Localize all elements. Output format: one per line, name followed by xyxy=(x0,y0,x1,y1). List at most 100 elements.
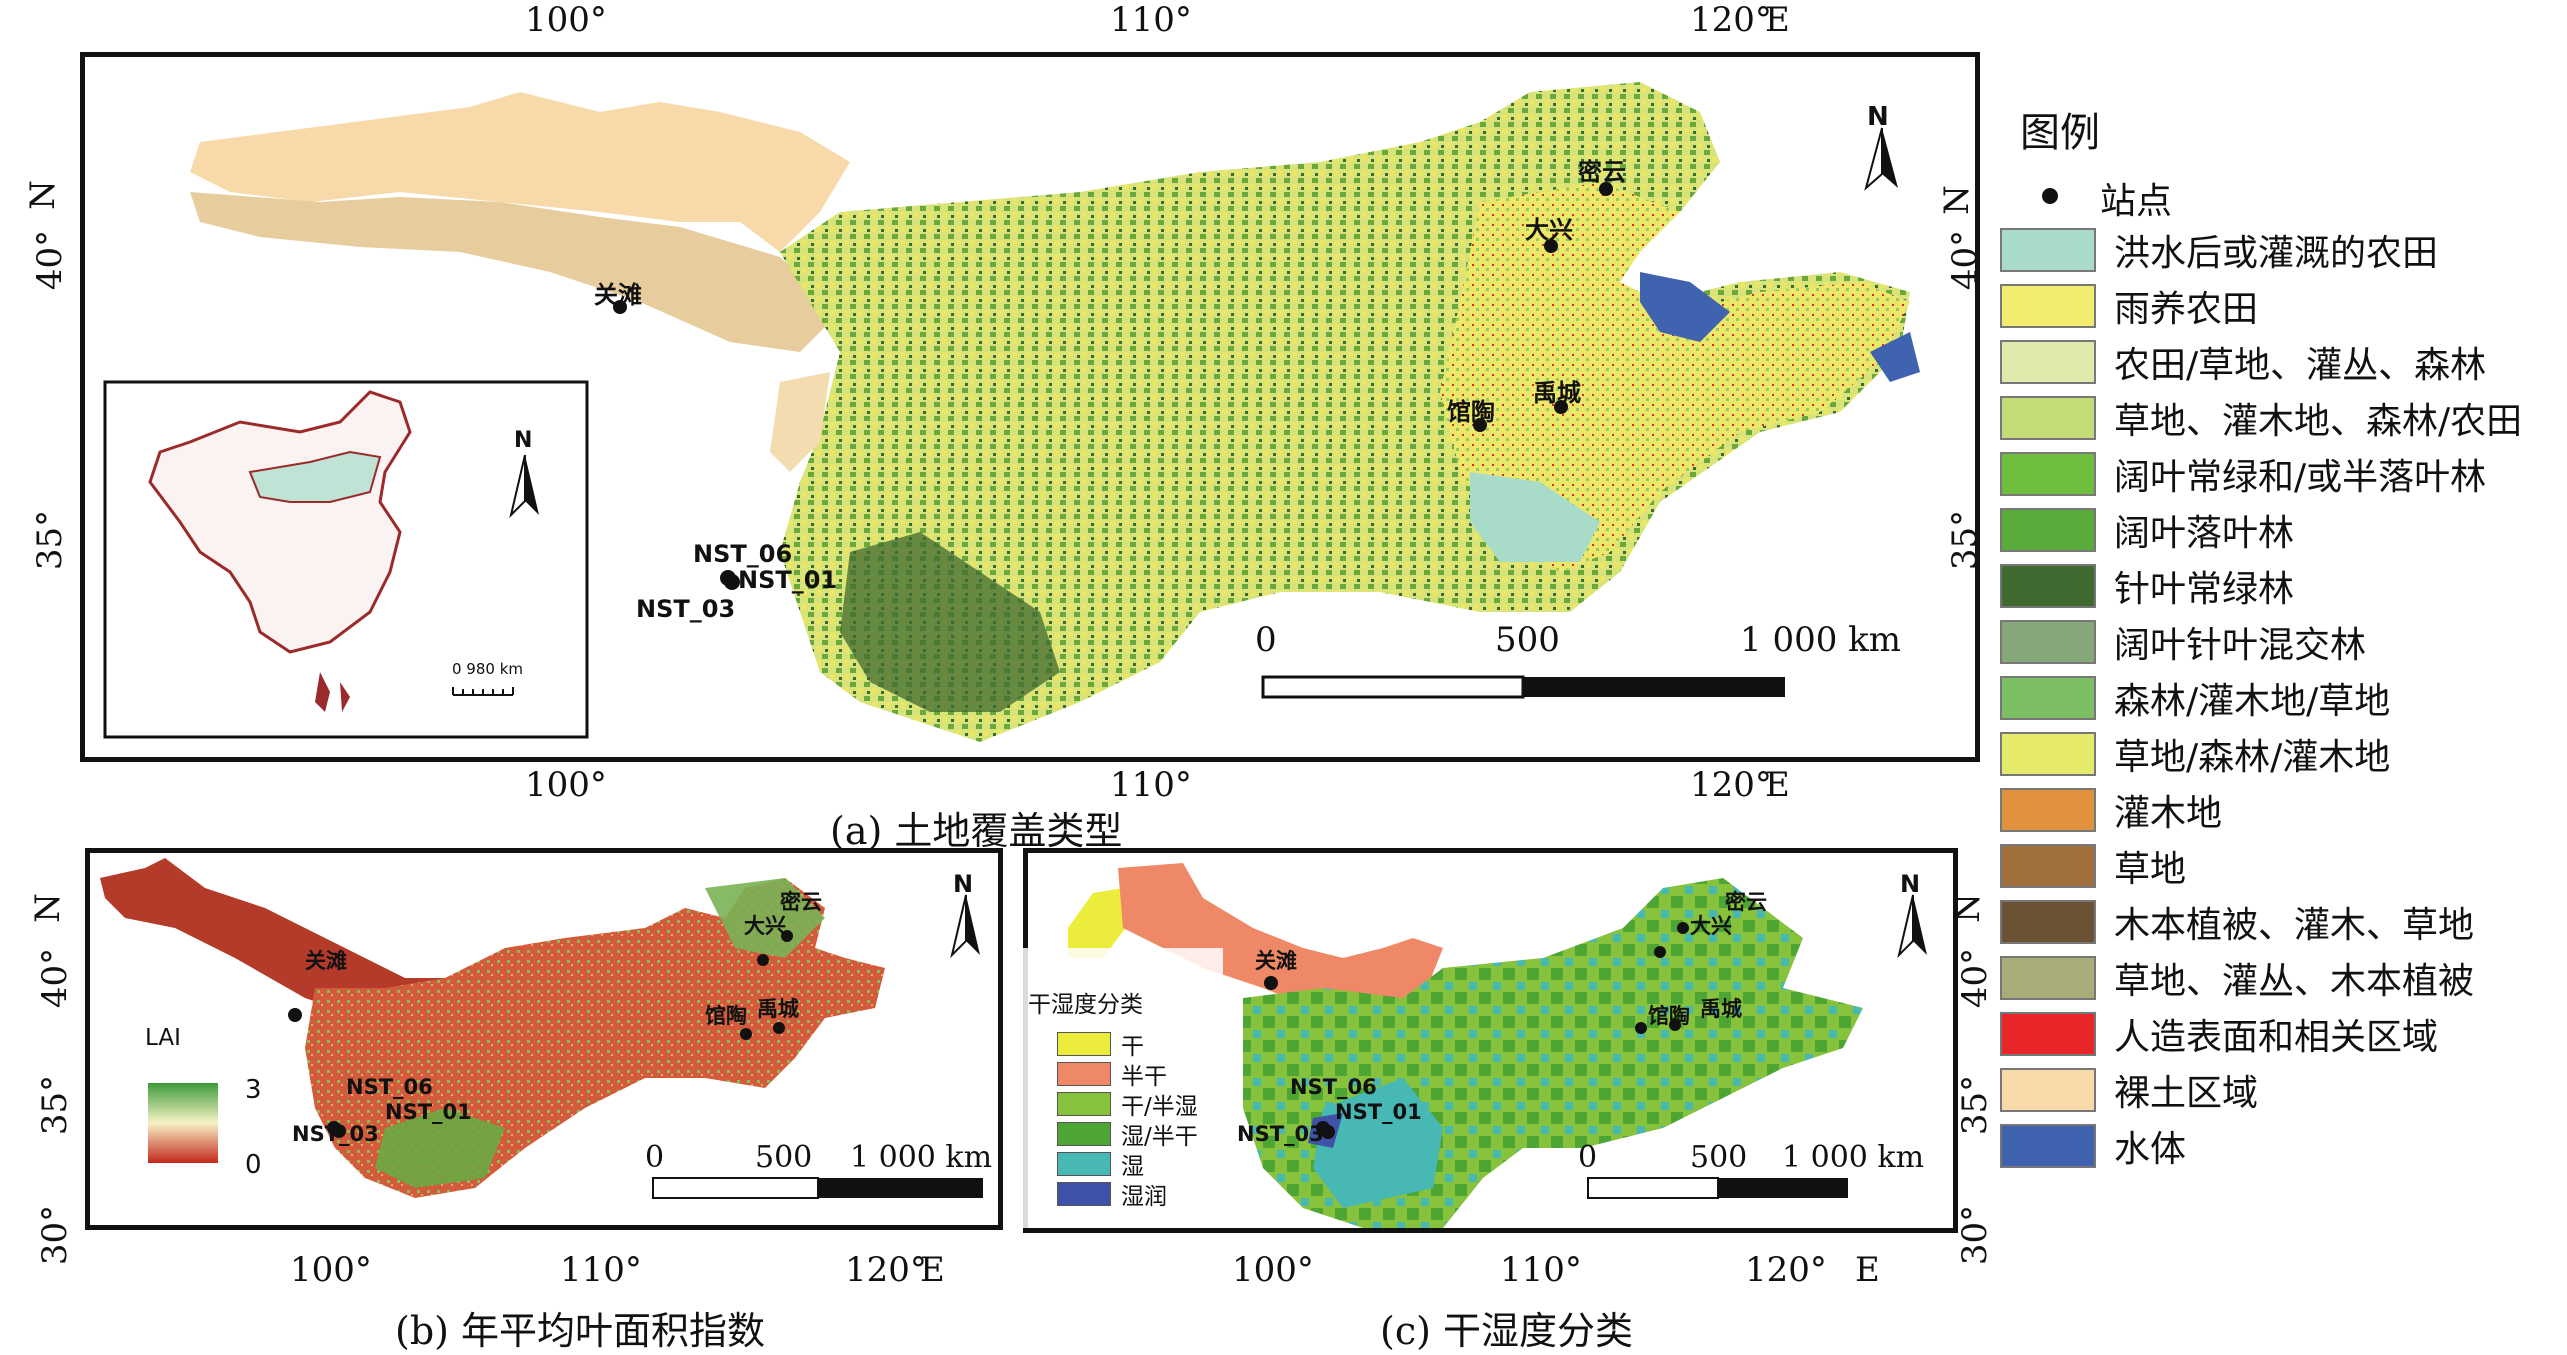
panel-b-caption: (b) 年平均叶面积指数 xyxy=(395,1309,766,1353)
legend-swatch xyxy=(2000,396,2096,440)
panel-c-scale-1000: 1 000 km xyxy=(1782,1140,1925,1175)
small-nw-bare xyxy=(770,372,830,472)
site-label-guantan: 关滩 xyxy=(1255,949,1297,973)
panel-c-caption: (c) 干湿度分类 xyxy=(1380,1309,1634,1353)
main-legend-site-label: 站点 xyxy=(2100,181,2173,222)
panel-c-bottom-tick: 120° xyxy=(1745,1250,1827,1290)
legend-label: 针叶常绿林 xyxy=(2114,569,2295,610)
legend-swatch xyxy=(2000,340,2096,384)
panel-c-scale-0: 0 xyxy=(1578,1140,1598,1175)
panel-b-north-label: N xyxy=(953,870,974,898)
site-label-guantao: 馆陶 xyxy=(1447,398,1495,426)
grassland-band xyxy=(190,192,840,352)
legend-swatch xyxy=(2000,284,2096,328)
legend-swatch xyxy=(2000,956,2096,1000)
panel-c-legend-item: 干 xyxy=(1057,1027,1144,1061)
legend-swatch xyxy=(1057,1092,1111,1116)
site-label-guantao: 馆陶 xyxy=(705,1004,747,1028)
main-legend-item: 灌木地 xyxy=(2000,788,2222,834)
legend-label: 半干 xyxy=(1121,1064,1167,1090)
legend-swatch xyxy=(2000,1124,2096,1168)
panel-a-north-label: N xyxy=(1867,102,1889,132)
site-label-nst01: NST_01 xyxy=(385,1100,472,1124)
legend-swatch xyxy=(1057,1062,1111,1086)
panel-c-legend-box xyxy=(1023,948,1223,1228)
panel-c-map xyxy=(1023,863,1863,1228)
legend-label: 干 xyxy=(1121,1034,1144,1060)
main-legend-item: 阔叶常绿和/或半落叶林 xyxy=(2000,452,2486,498)
panel-c-right-tick: 30° xyxy=(1955,1204,1996,1266)
legend-swatch xyxy=(2000,788,2096,832)
site-label-nst03: NST_03 xyxy=(292,1122,379,1146)
panel-c-right-tick: 40° xyxy=(1955,947,1996,1009)
panel-b-left-tick: 35° xyxy=(35,1074,76,1136)
legend-swatch xyxy=(2000,732,2096,776)
north-arrow-icon xyxy=(950,894,980,959)
legend-swatch xyxy=(2000,676,2096,720)
legend-label: 草地/森林/灌木地 xyxy=(2114,737,2391,778)
legend-swatch xyxy=(2000,620,2096,664)
site-label-daxing: 大兴 xyxy=(744,914,786,938)
legend-swatch xyxy=(2000,228,2096,272)
legend-swatch xyxy=(1057,1182,1111,1206)
panel-a-site-markers xyxy=(613,182,1613,590)
bare-soil-region xyxy=(190,92,850,252)
inset-north-label: N xyxy=(514,428,533,453)
legend-swatch xyxy=(2000,900,2096,944)
main-legend-item: 阔叶落叶林 xyxy=(2000,508,2294,554)
panel-b-legend-title: LAI xyxy=(145,1025,181,1051)
site-label-nst03: NST_03 xyxy=(636,595,736,623)
site-label-yucheng: 禹城 xyxy=(1700,997,1742,1021)
panel-c-bottom-tick: 110° xyxy=(1500,1250,1582,1290)
main-legend-item: 雨养农田 xyxy=(2000,284,2258,330)
legend-label: 草地、灌丛、木本植被 xyxy=(2114,961,2475,1002)
panel-c-legend-item: 半干 xyxy=(1057,1057,1167,1091)
panel-a-bottom-tick: E xyxy=(1765,765,1790,805)
panel-b-left-tick: 40° xyxy=(35,947,76,1009)
main-legend-item: 木本植被、灌木、草地 xyxy=(2000,900,2474,946)
north-china-plain xyxy=(1440,182,1910,572)
legend-swatch xyxy=(2000,564,2096,608)
legend-swatch xyxy=(1057,1122,1111,1146)
site-label-miyun: 密云 xyxy=(780,890,822,914)
legend-swatch xyxy=(2000,844,2096,888)
coast-water xyxy=(1870,332,1920,382)
panel-c-right-tick: 35° xyxy=(1955,1074,1996,1136)
panel-a-bottom-tick: 120° xyxy=(1690,765,1772,805)
legend-swatch xyxy=(2000,452,2096,496)
site-label-daxing: 大兴 xyxy=(1525,216,1573,244)
legend-swatch xyxy=(2000,1068,2096,1112)
legend-label: 水体 xyxy=(2114,1129,2187,1170)
main-legend-item: 洪水后或灌溉的农田 xyxy=(2000,228,2438,274)
panel-a-map xyxy=(103,82,1920,742)
site-marker-icon xyxy=(2042,188,2058,204)
inset-scale-bar xyxy=(452,687,514,696)
semi-arid-region xyxy=(1118,863,1443,1028)
legend-label: 灌木地 xyxy=(2114,793,2223,834)
panel-a-caption: (a) 土地覆盖类型 xyxy=(830,809,1123,853)
panel-c-right-tick: N xyxy=(1947,893,1988,923)
main-legend-item: 草地 xyxy=(2000,844,2186,890)
site-label-yucheng: 禹城 xyxy=(1533,379,1581,407)
legend-swatch xyxy=(1057,1032,1111,1056)
panel-c-bottom-tick: 100° xyxy=(1232,1250,1314,1290)
panel-b-scale-500: 500 xyxy=(755,1140,813,1175)
legend-label: 阔叶针叶混交林 xyxy=(2114,625,2367,666)
north-arrow-icon xyxy=(1897,894,1927,959)
legend-label: 裸土区域 xyxy=(2114,1073,2259,1114)
dry-region xyxy=(1068,888,1133,958)
main-legend-item: 阔叶针叶混交林 xyxy=(2000,620,2366,666)
legend-label: 农田/草地、灌丛、森林 xyxy=(2114,345,2487,386)
inset-islands xyxy=(315,672,350,712)
panel-c-legend-item: 湿 xyxy=(1057,1147,1144,1181)
panel-c-bottom-tick: E xyxy=(1855,1250,1880,1290)
panel-b-bottom-tick: 100° xyxy=(290,1250,372,1290)
legend-label: 草地、灌木地、森林/农田 xyxy=(2114,401,2523,442)
site-label-nst01: NST_01 xyxy=(738,566,838,594)
panel-a-top-tick: 110° xyxy=(1110,0,1192,40)
panel-a-scale-500: 500 xyxy=(1495,620,1560,660)
legend-label: 湿 xyxy=(1121,1154,1144,1180)
main-legend-item: 草地/森林/灌木地 xyxy=(2000,732,2390,778)
legend-label: 阔叶常绿和/或半落叶林 xyxy=(2114,457,2487,498)
panel-a-left-tick: 40° xyxy=(30,229,71,291)
